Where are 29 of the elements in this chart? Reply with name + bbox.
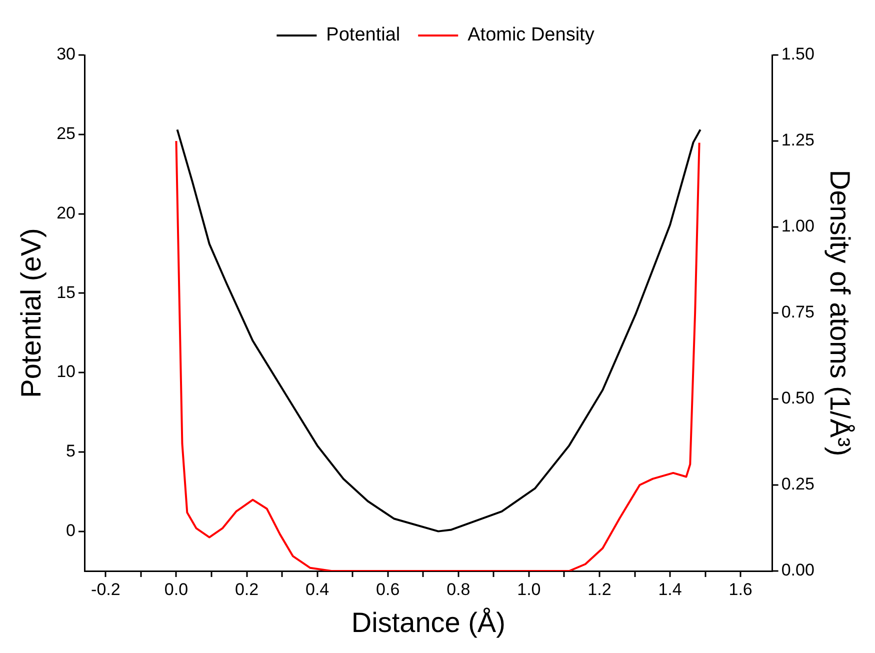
legend-label: Atomic Density bbox=[468, 24, 595, 46]
x-tick-label: -0.2 bbox=[91, 580, 120, 599]
x-tick-label: 1.4 bbox=[658, 580, 682, 599]
y2-axis-title: Density of atoms (1/Å³) bbox=[824, 170, 856, 456]
y2-tick-label: 1.25 bbox=[781, 130, 814, 150]
x-tick-label: 1.0 bbox=[517, 580, 541, 599]
y-tick-label: 5 bbox=[66, 442, 76, 461]
legend-label: Potential bbox=[326, 24, 400, 46]
x-tick-label: 0.8 bbox=[446, 580, 470, 599]
x-tick-label: 0.2 bbox=[234, 580, 259, 599]
y-tick-label: 30 bbox=[56, 44, 76, 64]
y2-tick-label: 0.75 bbox=[781, 302, 814, 322]
x-tick-label: 1.2 bbox=[588, 580, 612, 599]
y2-tick-label: 1.00 bbox=[781, 216, 814, 236]
y2-tick-label: 0.00 bbox=[781, 560, 814, 580]
x-tick-label: 0.0 bbox=[164, 580, 188, 599]
y2-tick-label: 1.50 bbox=[781, 44, 814, 64]
x-tick-label: 0.6 bbox=[376, 580, 400, 599]
y-tick-label: 20 bbox=[56, 203, 76, 222]
y-tick-label: 25 bbox=[56, 124, 76, 144]
x-tick-label: 0.4 bbox=[305, 580, 330, 599]
x-tick-label: 1.6 bbox=[728, 580, 752, 599]
x-axis-title: Distance (Å) bbox=[351, 606, 506, 638]
y2-tick-label: 0.25 bbox=[781, 474, 814, 494]
y-axis-title: Potential (eV) bbox=[16, 228, 47, 398]
y-tick-label: 15 bbox=[56, 282, 76, 302]
y-tick-label: 10 bbox=[56, 362, 76, 382]
y2-tick-label: 0.50 bbox=[781, 388, 814, 408]
y-tick-label: 0 bbox=[66, 520, 76, 540]
